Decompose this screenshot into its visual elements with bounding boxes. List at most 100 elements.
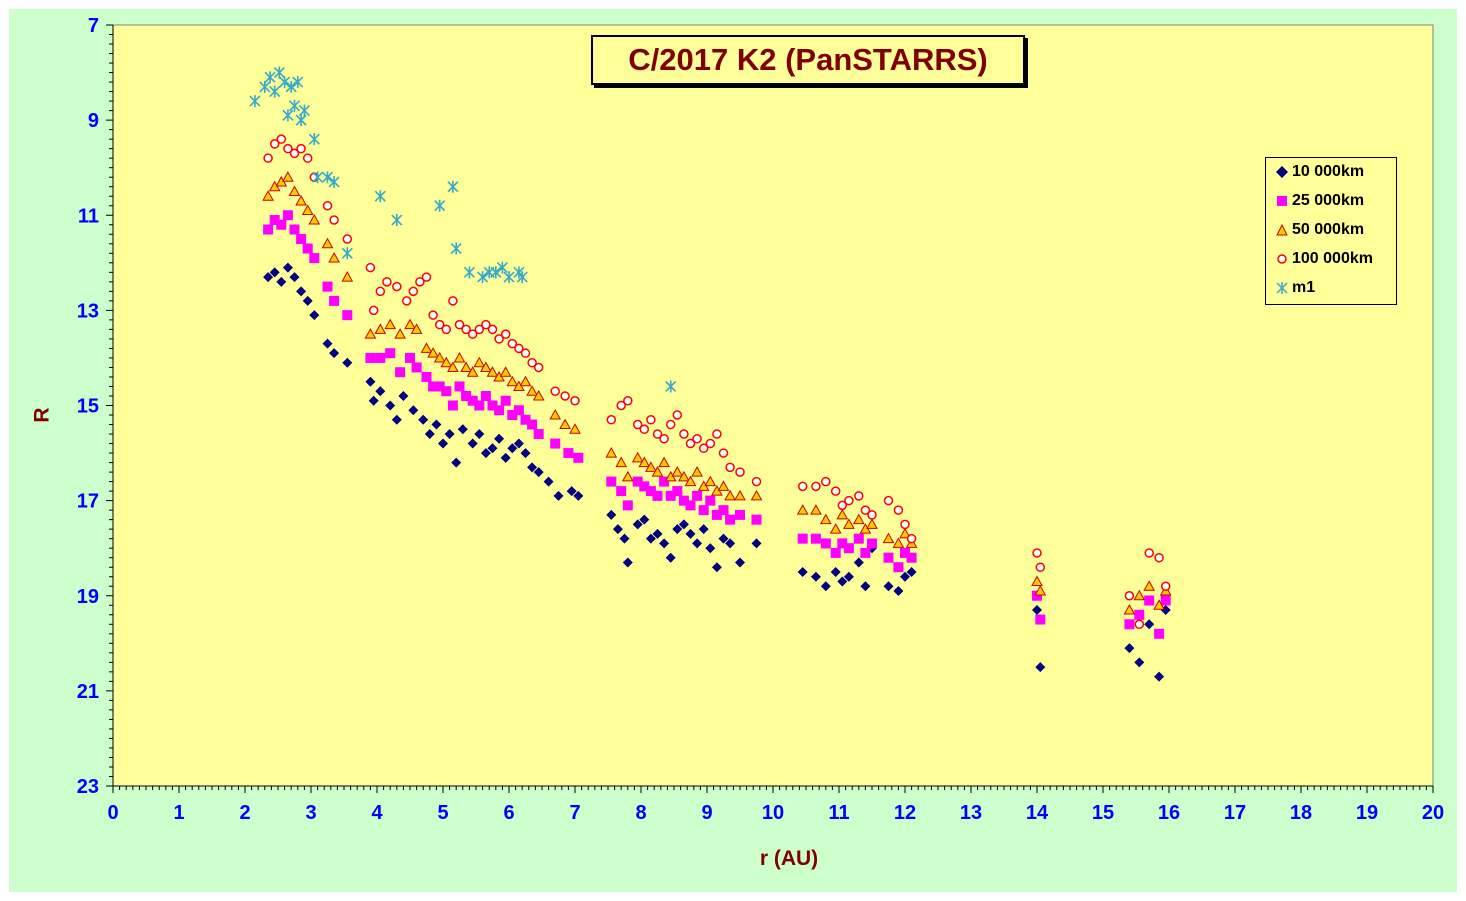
- circle-point: [342, 234, 353, 244]
- legend-item-10000km: 10 000km: [1276, 162, 1364, 182]
- diamond-point: [543, 476, 554, 487]
- triangle-point: [734, 489, 746, 501]
- triangle-point: [691, 466, 703, 477]
- circle-point: [665, 419, 676, 430]
- square-point: [421, 371, 432, 382]
- diamond-point: [820, 581, 831, 592]
- circle-point: [527, 357, 537, 368]
- plot-area: [112, 24, 1434, 787]
- x-tick-label: 1: [173, 802, 184, 824]
- circle-point: [454, 319, 465, 330]
- square-marker-icon: [1277, 196, 1287, 206]
- triangle-point: [282, 171, 294, 182]
- circle-point: [735, 467, 745, 477]
- triangle-point: [810, 504, 822, 515]
- square-point: [843, 543, 854, 554]
- triangle-point: [1153, 599, 1165, 610]
- square-point: [1035, 614, 1046, 625]
- triangle-point: [427, 347, 439, 358]
- triangle-point: [420, 342, 433, 353]
- diamond-point: [639, 514, 650, 525]
- triangle-point: [532, 389, 545, 401]
- square-point: [1144, 595, 1155, 606]
- diamond-point: [566, 486, 577, 497]
- square-point: [494, 405, 505, 416]
- diamond-point: [451, 457, 462, 468]
- triangle-point: [433, 351, 446, 363]
- square-point: [711, 509, 722, 520]
- circle-point: [652, 429, 663, 439]
- square-point: [500, 395, 511, 406]
- diamond-point: [391, 414, 402, 425]
- diamond-point: [408, 405, 419, 416]
- diamond-point: [1154, 671, 1165, 682]
- asterisk-point: [295, 114, 307, 127]
- triangle-point: [440, 356, 453, 368]
- legend-item-25000km: 25 000km: [1276, 191, 1364, 211]
- diamond-point: [513, 438, 524, 449]
- square-point: [342, 310, 353, 321]
- triangle-point: [645, 461, 657, 472]
- triangle-point: [1034, 584, 1047, 596]
- square-point: [550, 438, 561, 449]
- diamond-point: [573, 490, 584, 501]
- triangle-point: [678, 470, 690, 482]
- diamond-point: [309, 310, 320, 321]
- y-tick-label: 21: [77, 681, 99, 703]
- square-point: [665, 490, 676, 501]
- circle-point: [906, 533, 917, 544]
- square-point: [725, 514, 736, 525]
- diamond-point: [606, 509, 617, 520]
- square-point: [289, 224, 300, 235]
- diamond-point: [500, 452, 511, 463]
- asterisk-point: [341, 247, 353, 260]
- circle-point: [474, 324, 485, 335]
- asterisk-point: [264, 71, 276, 84]
- diamond-point: [474, 429, 485, 440]
- circle-point: [646, 415, 656, 425]
- diamond-point: [837, 576, 848, 587]
- circle-point: [1154, 552, 1164, 563]
- asterisk-point: [503, 271, 515, 284]
- square-point: [282, 210, 293, 221]
- diamond-point: [494, 433, 505, 444]
- circle-point: [606, 415, 617, 425]
- circle-point: [550, 386, 560, 396]
- diamond-point: [1144, 619, 1155, 630]
- x-tick-label: 12: [894, 802, 916, 824]
- square-point: [296, 234, 307, 245]
- triangle-point: [519, 375, 532, 387]
- diamond-point: [1032, 605, 1042, 616]
- circle-point: [1035, 562, 1046, 572]
- diamond-point: [665, 552, 676, 563]
- circle-point: [401, 296, 412, 306]
- circle-point: [725, 462, 735, 473]
- chart-title: C/2017 K2 (PanSTARRS): [591, 35, 1025, 85]
- legend-item-100000km: 100 000km: [1276, 249, 1373, 269]
- x-tick-label: 7: [569, 802, 580, 824]
- diamond-point: [698, 524, 709, 535]
- triangle-point: [843, 518, 855, 529]
- square-point: [698, 505, 709, 516]
- x-tick-label: 9: [701, 802, 712, 824]
- x-tick-label: 11: [828, 802, 849, 824]
- circle-point: [487, 324, 498, 335]
- diamond-point: [906, 566, 917, 577]
- circle-point: [883, 495, 894, 506]
- diamond-point: [269, 267, 280, 278]
- circle-point: [830, 486, 841, 496]
- diamond-point: [263, 272, 274, 283]
- y-tick-label: 15: [77, 396, 99, 418]
- circle-point: [867, 510, 877, 520]
- diamond-point: [368, 395, 379, 406]
- circle-point: [692, 434, 702, 444]
- triangle-point: [486, 366, 499, 377]
- asterisk-point: [463, 266, 475, 279]
- asterisk-point: [249, 95, 261, 108]
- asterisk-marker-icon: [1276, 282, 1288, 294]
- diamond-point: [444, 429, 455, 440]
- diamond-point: [1124, 643, 1135, 654]
- legend-label: m1: [1292, 279, 1316, 296]
- square-point: [467, 395, 478, 406]
- triangle-point: [796, 504, 809, 515]
